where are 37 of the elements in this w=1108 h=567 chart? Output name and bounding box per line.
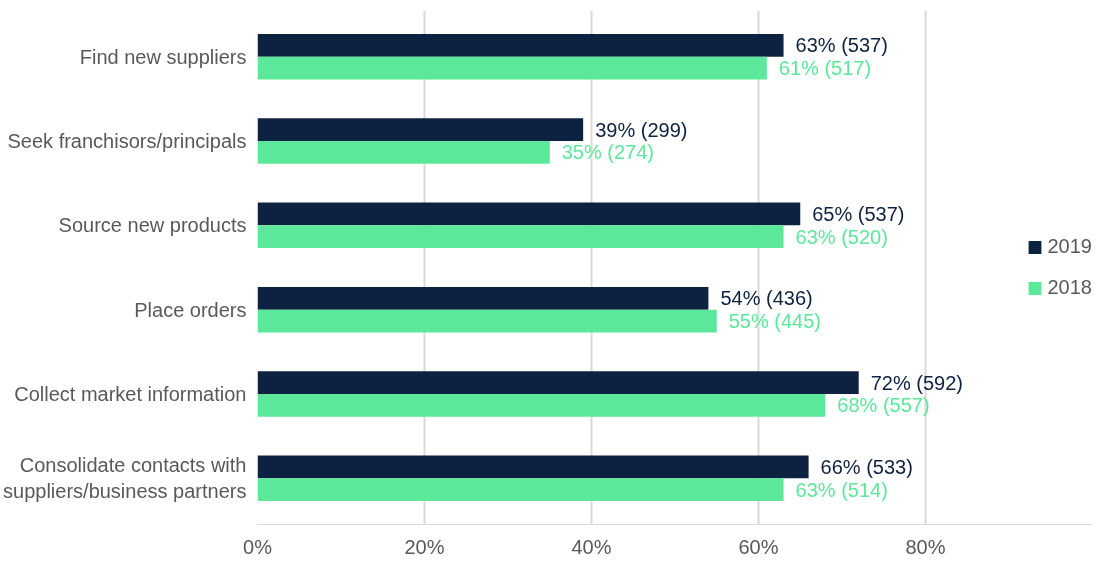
data-label: 72% (592) [870,371,963,394]
x-tick-label: 20% [404,535,445,558]
x-tick-label: 60% [738,535,779,558]
y-tick-label: Place orders [134,298,247,321]
y-tick-label: Collect market information [14,382,247,405]
data-label: 68% (557) [837,394,930,417]
data-label: 66% (533) [820,455,913,478]
y-tick-label: Source new products [58,214,247,237]
data-label: 65% (537) [812,202,905,225]
x-tick-label: 0% [243,535,273,558]
bar [257,286,709,310]
data-label: 61% (517) [778,57,872,80]
data-label: 55% (445) [728,310,822,333]
bar [257,371,859,394]
data-label: 39% (299) [595,118,688,141]
bar [257,478,784,501]
bar [257,56,767,80]
data-label: 54% (436) [720,287,813,310]
bar [257,393,826,417]
bar [257,141,550,164]
legend-label: 2018 [1047,276,1092,299]
data-label: 63% (514) [795,478,888,501]
x-tick-label: 40% [571,535,612,558]
legend-label: 2019 [1047,235,1092,258]
data-label: 63% (520) [795,225,888,248]
y-tick-label: Consolidate contacts with suppliers/business partners [3,453,247,503]
y-tick-label: Seek franchisors/principals [7,130,247,153]
bar [257,202,801,226]
x-tick-label: 80% [905,535,946,558]
y-tick-label: Find new suppliers [79,45,247,68]
data-label: 35% (274) [561,141,655,164]
bar [257,118,584,142]
bar [257,34,784,57]
bar [257,225,784,249]
data-label: 63% (537) [795,34,888,57]
bar [257,309,717,333]
bar [257,455,809,479]
